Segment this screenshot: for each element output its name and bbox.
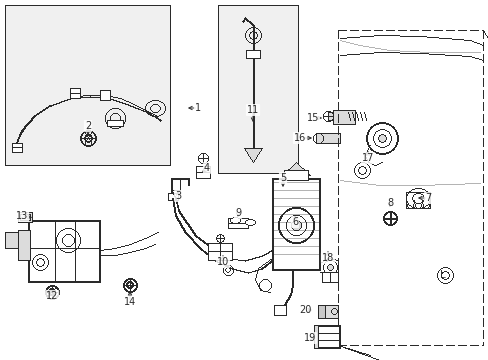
- Text: 12: 12: [46, 291, 58, 301]
- Text: 16: 16: [293, 133, 305, 143]
- Text: 9: 9: [234, 208, 241, 218]
- Text: 4: 4: [203, 163, 210, 173]
- Text: 7: 7: [424, 193, 430, 203]
- Text: 17: 17: [361, 153, 373, 163]
- Text: 20: 20: [298, 305, 310, 315]
- Text: 2: 2: [85, 121, 91, 131]
- Text: 19: 19: [303, 333, 315, 343]
- Text: 11: 11: [246, 105, 259, 115]
- Text: 15: 15: [306, 113, 319, 123]
- Text: 3: 3: [175, 191, 181, 201]
- Text: 18: 18: [321, 253, 333, 263]
- Text: 10: 10: [217, 257, 229, 267]
- Text: 1: 1: [195, 103, 201, 113]
- Text: 14: 14: [123, 297, 136, 307]
- Text: 13: 13: [16, 211, 28, 221]
- Text: 6: 6: [291, 217, 298, 227]
- Text: 5: 5: [279, 173, 285, 183]
- Text: 8: 8: [386, 198, 392, 208]
